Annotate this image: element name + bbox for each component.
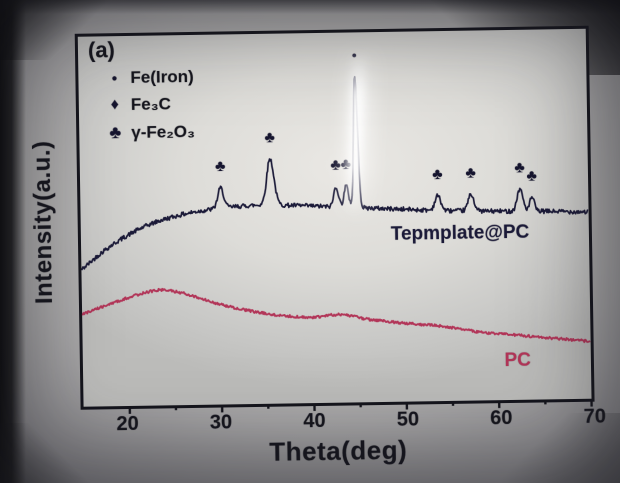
x-tick-label: 50: [396, 408, 420, 431]
legend-label-fe3c: Fe₃C: [130, 94, 171, 114]
x-axis-label: Theta(deg): [269, 434, 408, 467]
photo-corner-shadow-bottom-left: [0, 423, 90, 483]
peak-marker-gfe2o3-icon: ♣: [330, 157, 341, 174]
legend: ● Fe(Iron) ♦ Fe₃C ♣ γ-Fe₂O₃: [106, 67, 195, 143]
diamond-marker-icon: ♦: [110, 96, 120, 114]
peak-marker-gfe2o3-icon: ♣: [340, 156, 351, 173]
peak-marker-gfe2o3-icon: ♣: [215, 158, 226, 175]
legend-item-gfe2o3: ♣ γ-Fe₂O₃: [107, 121, 195, 143]
legend-label-gfe2o3: γ-Fe₂O₃: [131, 121, 195, 142]
x-tick-label: 40: [303, 409, 326, 433]
legend-label-fe: Fe(Iron): [130, 66, 194, 87]
x-tick-label: 60: [490, 406, 513, 430]
peak-marker-gfe2o3-icon: ♣: [514, 159, 525, 176]
series-curve-pc: [81, 287, 591, 344]
series-label-template: Tepmplate@PC: [390, 222, 530, 246]
peak-marker-gfe2o3-icon: ♣: [432, 166, 443, 183]
x-tick-label: 70: [583, 405, 607, 428]
peak-marker-gfe2o3-icon: ♣: [465, 165, 476, 182]
series-label-pc: PC: [504, 349, 532, 372]
photo-corner-shadow-bottom-right: [500, 413, 620, 483]
panel-label: (a): [87, 37, 116, 63]
photo-left-edge-shadow: [0, 0, 26, 483]
legend-item-fe: ● Fe(Iron): [106, 67, 194, 88]
xrd-chart: ♣♣♣ ♣●♣ ♣ ♣ ♣: [81, 50, 593, 414]
peak-marker-gfe2o3-icon: ♣: [526, 168, 537, 185]
x-tick-label: 20: [116, 412, 139, 436]
legend-item-fe3c: ♦ Fe₃C: [107, 94, 195, 115]
peak-marker-gfe2o3-icon: ♣: [264, 129, 275, 146]
fe-marker-icon: ●: [111, 72, 118, 84]
x-tick-label: 30: [209, 411, 233, 434]
series-curve-tepmplate-pc: [81, 75, 589, 271]
peak-marker-fe-icon: ●: [351, 50, 357, 60]
xrd-figure: Intensity(a.u.) ♣ ♣ ♣ ♣ ● ♣ ♣ ♣ ♣ (a) ● Fe(Iron)…: [24, 1, 611, 480]
plot-area: ♣ ♣ ♣ ♣ ● ♣ ♣ ♣ ♣ (a) ● Fe(Iron) ♦ Fe₃C ♣ γ-Fe₂O…: [74, 25, 595, 414]
y-axis-label: Intensity(a.u.): [28, 140, 58, 305]
club-marker-icon: ♣: [109, 122, 122, 143]
